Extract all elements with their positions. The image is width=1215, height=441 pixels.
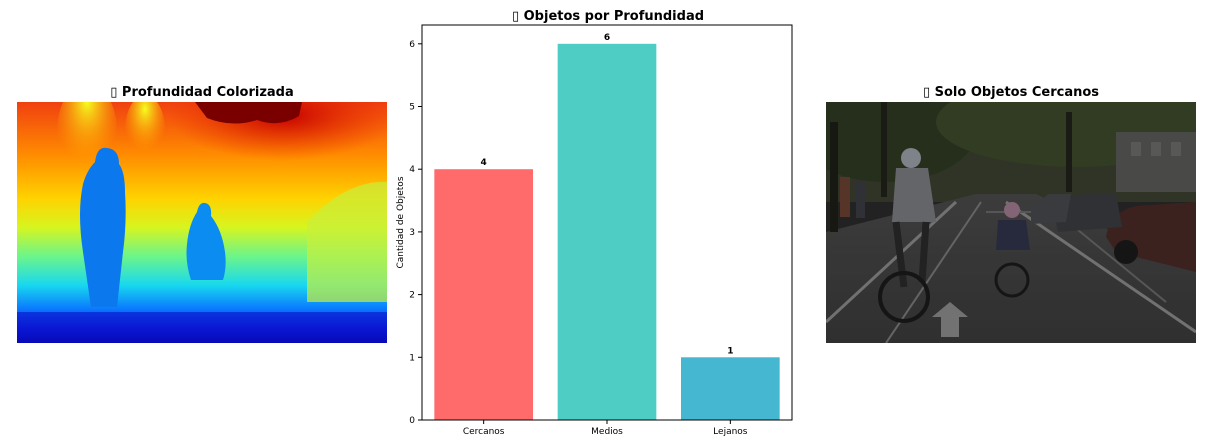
x-tick-label: Medios xyxy=(591,427,623,437)
chart-title: ▯ Objetos por Profundidad xyxy=(511,9,705,24)
bar-chart: 4 Cercanos 6 Medios 1 Lejanos 0 1 2 3 4 5 6 Cantidad … xyxy=(396,24,793,437)
near-objects-title: ▯ Solo Objetos Cercanos xyxy=(922,85,1100,100)
depth-map-image xyxy=(17,102,387,343)
plot-frame xyxy=(421,24,793,421)
y-tick-label: 1 xyxy=(409,353,415,363)
data-label: 6 xyxy=(604,33,610,43)
y-tick-label: 2 xyxy=(409,291,415,301)
data-label: 4 xyxy=(481,158,487,168)
data-label: 1 xyxy=(727,346,733,356)
y-tick-label: 5 xyxy=(409,103,415,113)
bar-lejanos xyxy=(681,357,780,420)
y-axis-label: Cantidad de Objetos xyxy=(396,176,406,268)
depth-map-title: ▯ Profundidad Colorizada xyxy=(110,85,294,100)
y-tick-label: 6 xyxy=(409,40,415,50)
x-tick-label: Lejanos xyxy=(713,427,748,437)
y-tick-label: 3 xyxy=(409,228,415,238)
y-tick-label: 0 xyxy=(409,416,415,426)
y-tick-label: 4 xyxy=(409,165,415,175)
x-tick-label: Cercanos xyxy=(463,427,505,437)
near-objects-image xyxy=(826,102,1196,343)
bar-medios xyxy=(557,43,657,421)
bar-cercanos xyxy=(434,169,533,420)
